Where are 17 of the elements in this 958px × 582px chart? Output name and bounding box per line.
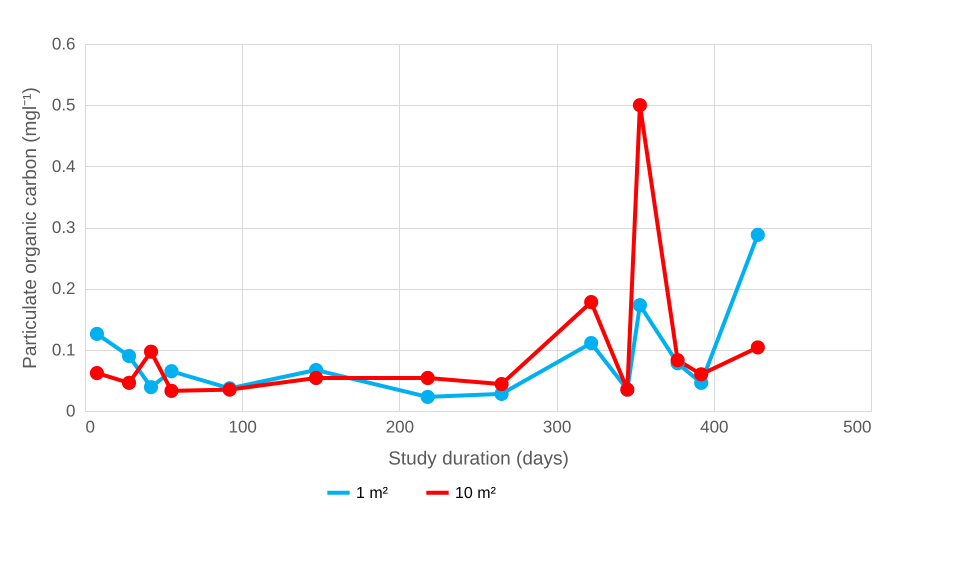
x-tick-label: 500	[843, 418, 872, 436]
x-tick-label: 100	[228, 418, 257, 436]
y-tick-label: 0.1	[52, 340, 76, 360]
x-tick-label: 400	[700, 418, 728, 436]
legend-label: 1 m²	[356, 484, 389, 502]
x-tick-label: 200	[386, 418, 414, 436]
x-tick-label: 300	[542, 418, 572, 436]
legend-label: 10 m²	[455, 484, 497, 502]
x-axis-title: Study duration (days)	[388, 448, 569, 470]
y-tick-label: 0.6	[52, 34, 76, 54]
y-tick-label: 0	[66, 402, 76, 420]
y-tick-label: 0.5	[52, 96, 76, 115]
y-tick-label: 0.3	[52, 218, 76, 237]
y-tick-label: 0.4	[52, 156, 76, 176]
y-tick-label: 0.2	[52, 279, 76, 298]
y-axis-title: Particulate organic carbon (mgl⁻¹)	[20, 87, 41, 369]
x-tick-label: 0	[86, 418, 95, 436]
